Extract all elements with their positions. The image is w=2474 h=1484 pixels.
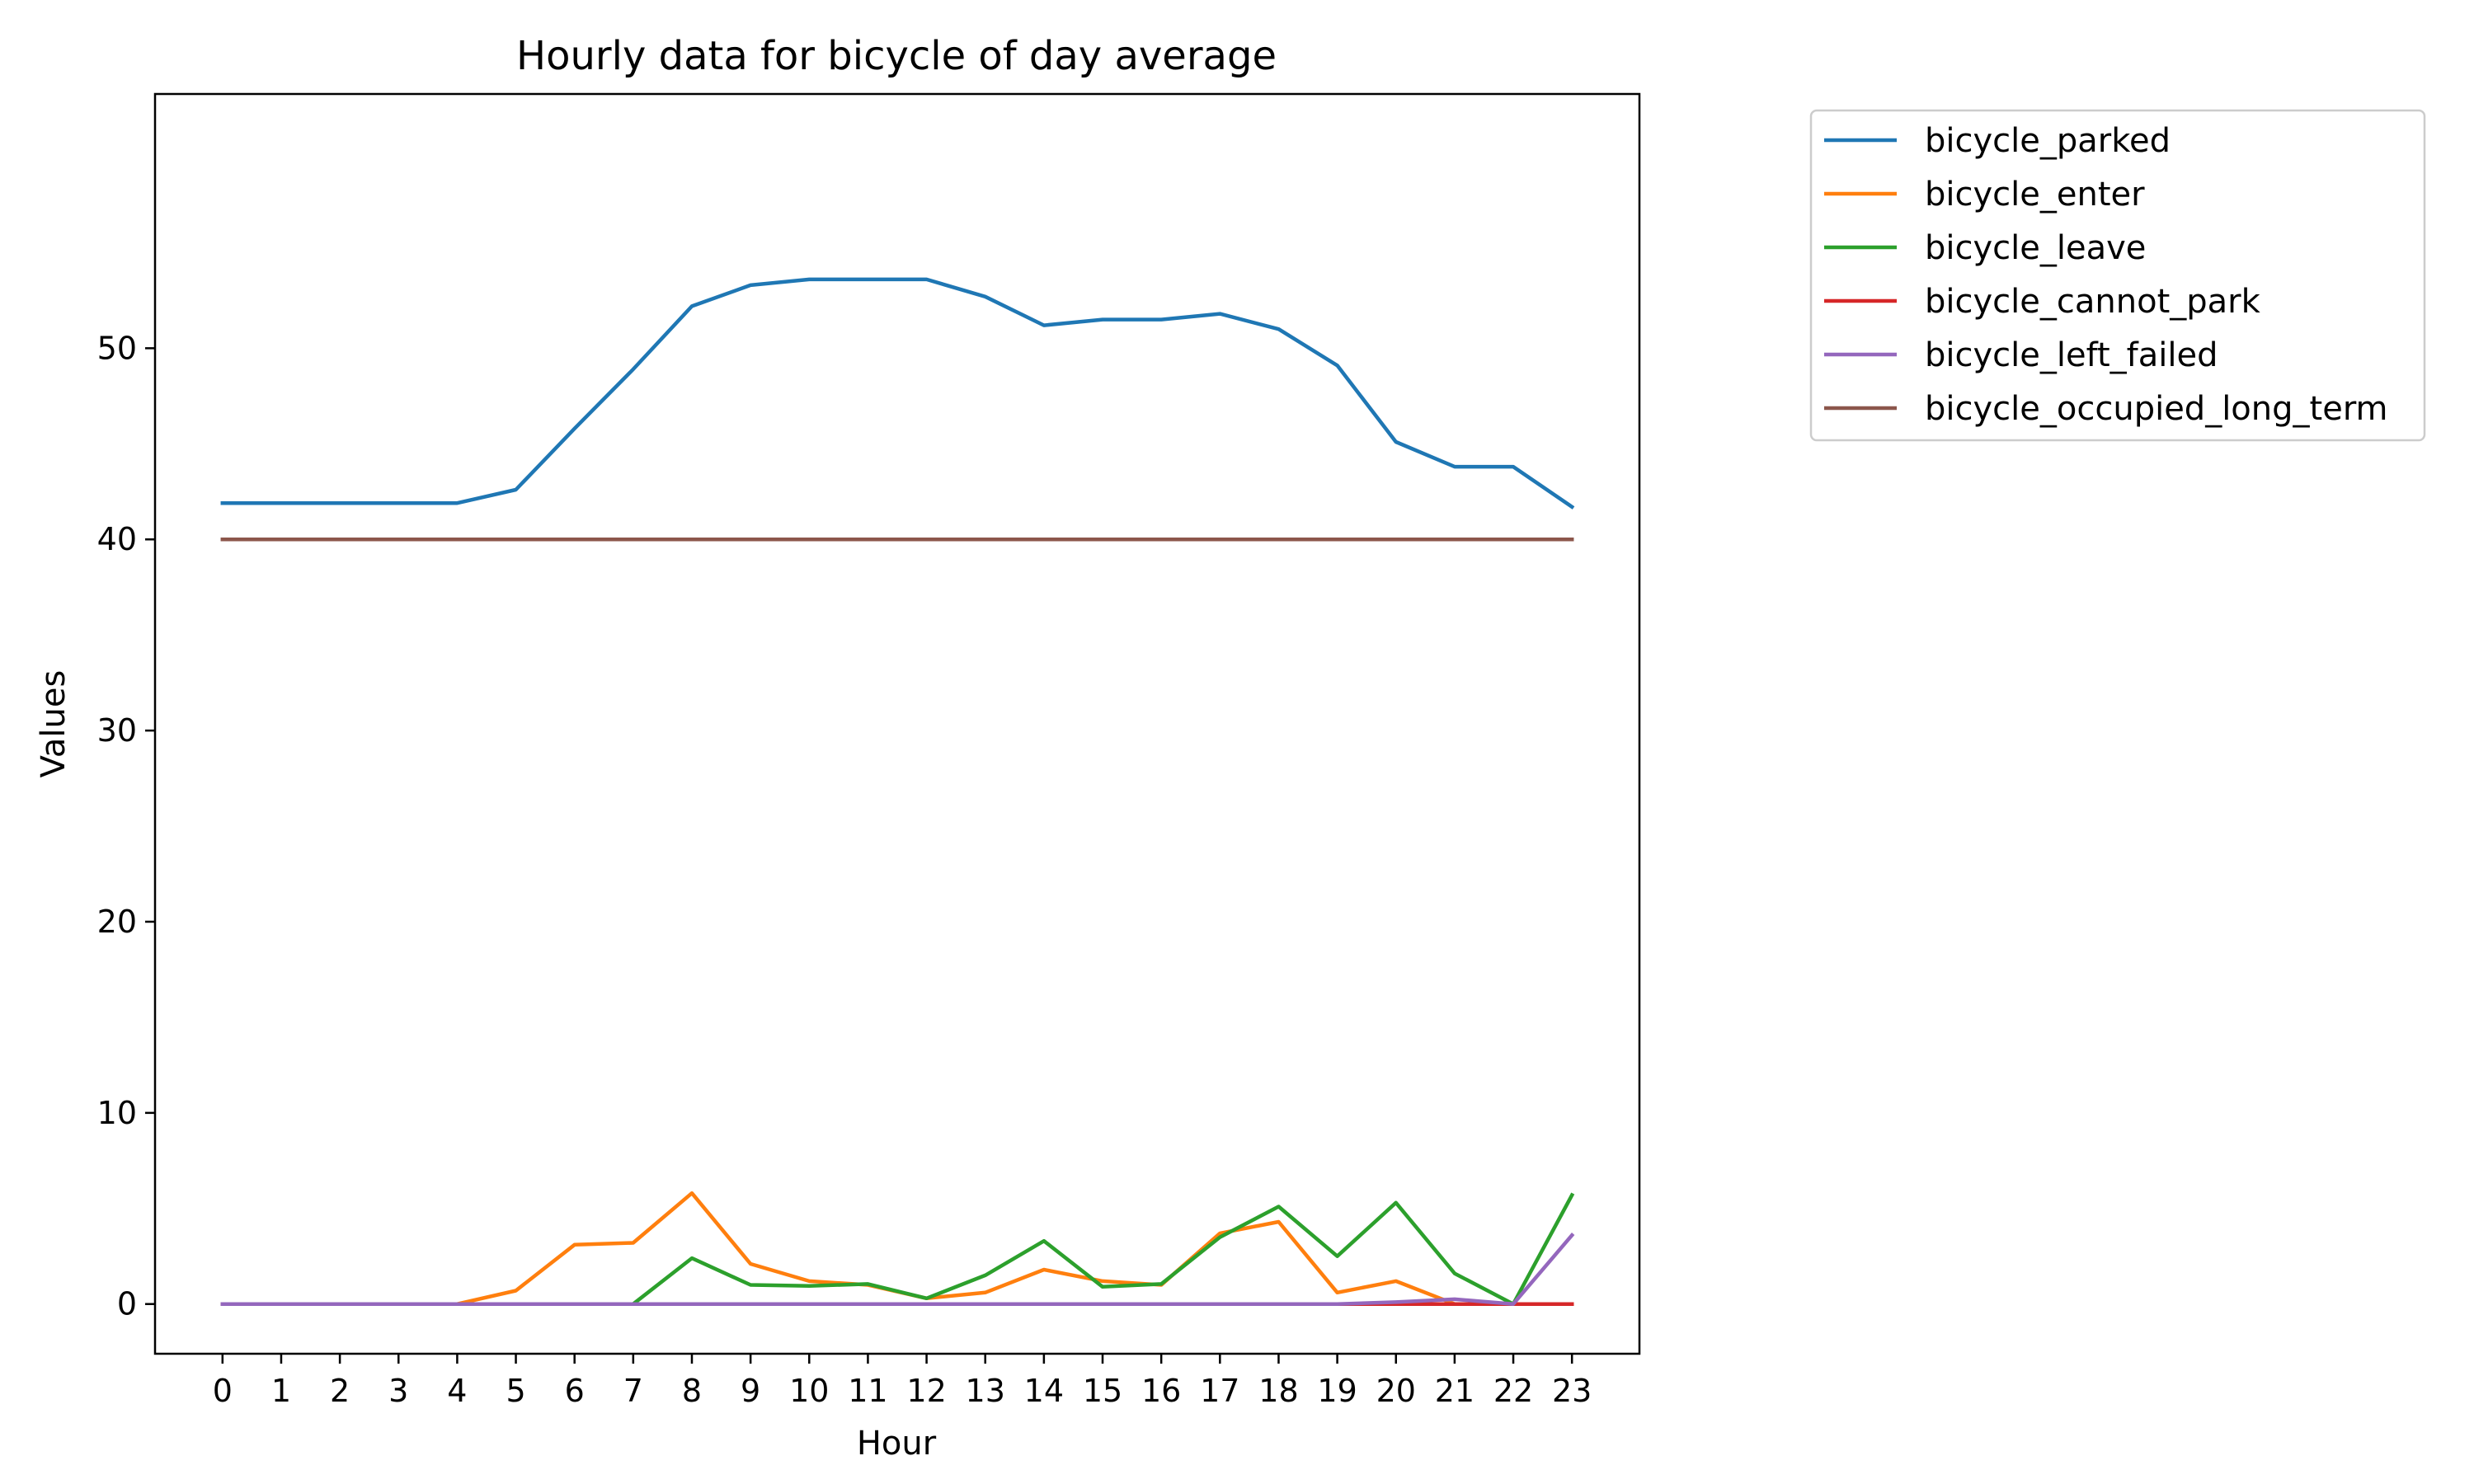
x-tick-label: 17 xyxy=(1200,1373,1239,1409)
x-tick-label: 2 xyxy=(330,1373,350,1409)
y-tick-label: 50 xyxy=(97,330,137,366)
x-tick-label: 10 xyxy=(789,1373,829,1409)
legend-frame xyxy=(1809,109,2426,442)
x-tick-label: 14 xyxy=(1024,1373,1064,1409)
x-tick-label: 0 xyxy=(213,1373,233,1409)
x-tick-label: 12 xyxy=(906,1373,946,1409)
x-tick-label: 6 xyxy=(565,1373,585,1409)
y-tick-label: 0 xyxy=(117,1286,137,1322)
y-tick-label: 10 xyxy=(97,1095,137,1131)
x-axis: 0 1 2 3 4 5 6 7 8 9 10 11 12 13 14 15 16 17 18 19 20 21 22 23 xyxy=(213,1354,1592,1409)
y-tick-label: 30 xyxy=(97,712,137,749)
y-tick-label: 20 xyxy=(97,904,137,940)
series-line-bicycle-left-failed xyxy=(220,1233,1575,1306)
x-tick-label: 8 xyxy=(682,1373,702,1409)
x-tick-label: 23 xyxy=(1552,1373,1592,1409)
x-tick-label: 3 xyxy=(388,1373,408,1409)
plot-area-frame xyxy=(153,92,1641,1355)
y-tick-label: 40 xyxy=(97,521,137,557)
x-tick-label: 13 xyxy=(966,1373,1005,1409)
x-tick-label: 4 xyxy=(447,1373,467,1409)
legend: bicycle_parked bicycle_enter bicycle_leave… xyxy=(1809,109,2426,442)
x-tick-label: 20 xyxy=(1376,1373,1416,1409)
legend-label: bicycle_cannot_park xyxy=(1925,283,2261,321)
x-tick-label: 18 xyxy=(1258,1373,1298,1409)
legend-label: bicycle_leave xyxy=(1925,229,2146,267)
chart-title: Hourly data for bicycle of day average xyxy=(516,33,1277,79)
series-line-bicycle-enter xyxy=(220,1190,1574,1306)
x-tick-label: 7 xyxy=(623,1373,643,1409)
x-tick-label: 21 xyxy=(1435,1373,1475,1409)
x-tick-label: 11 xyxy=(848,1373,887,1409)
x-tick-label: 16 xyxy=(1141,1373,1181,1409)
legend-label: bicycle_enter xyxy=(1925,176,2145,214)
x-tick-label: 9 xyxy=(741,1373,760,1409)
x-tick-label: 15 xyxy=(1083,1373,1122,1409)
x-axis-label: Hour xyxy=(857,1425,937,1463)
legend-label: bicycle_parked xyxy=(1925,122,2171,160)
x-tick-label: 22 xyxy=(1493,1373,1533,1409)
x-tick-label: 19 xyxy=(1317,1373,1357,1409)
y-axis-label: Values xyxy=(35,670,73,778)
series-line-bicycle-parked xyxy=(220,277,1575,510)
legend-label: bicycle_left_failed xyxy=(1925,336,2218,374)
x-tick-label: 5 xyxy=(506,1373,525,1409)
x-tick-label: 1 xyxy=(271,1373,291,1409)
series-layer xyxy=(220,277,1575,1306)
y-axis: 0 10 20 30 40 50 xyxy=(97,330,155,1322)
legend-label: bicycle_occupied_long_term xyxy=(1925,390,2388,428)
